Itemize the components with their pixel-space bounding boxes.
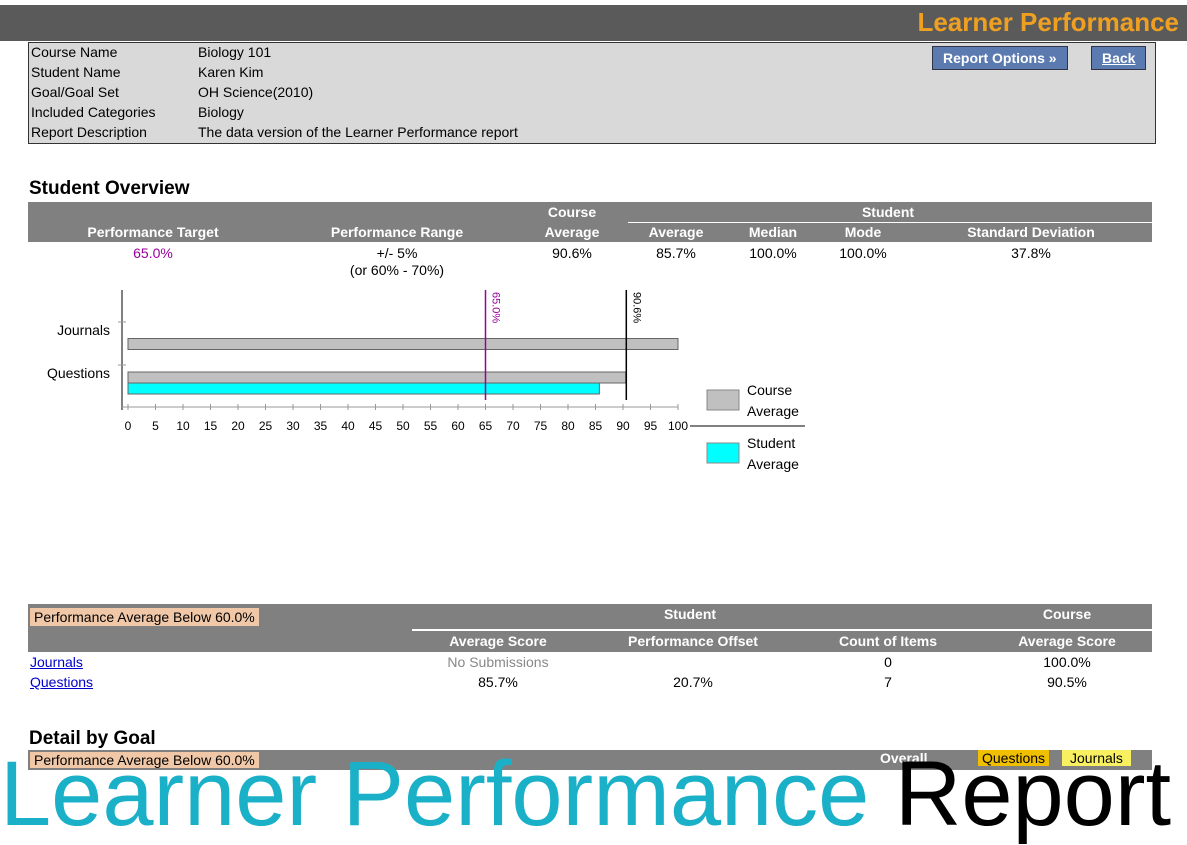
x-tick-label: 65 [479, 419, 493, 433]
x-tick-label: 75 [534, 419, 548, 433]
top-bar [0, 5, 1187, 41]
banner-colored: Learner Performance [0, 743, 870, 845]
column-header: Performance Offset [628, 633, 758, 649]
x-tick-label: 15 [204, 419, 218, 433]
section-title: Student Overview [29, 178, 190, 199]
bar [127, 371, 627, 384]
cell: 37.8% [1011, 245, 1051, 261]
group-header: Course [547, 204, 597, 220]
info-label: Student Name [31, 64, 121, 80]
cell: 90.6% [552, 245, 592, 261]
tab[interactable]: Journals [1062, 750, 1131, 766]
page-title: Learner Performance [917, 7, 1179, 37]
x-tick-label: 45 [369, 419, 383, 433]
info-value: Karen Kim [198, 64, 264, 80]
row-link[interactable]: Questions [30, 674, 94, 690]
chart: 0 5 10 15 20 25 30 35 40 45 50 55 60 65 70 75 80 85 90 95 10… [47, 290, 805, 472]
column-header: Performance Range [330, 224, 464, 240]
column-header: Average [648, 224, 704, 240]
x-tick-label: 90 [616, 419, 630, 433]
x-tick-label: 60 [451, 419, 465, 433]
column-header: Performance Target [87, 224, 219, 240]
info-value: The data version of the Learner Performa… [198, 124, 518, 140]
group-header: Course [1042, 606, 1092, 622]
column-header: Median [748, 224, 798, 240]
banner-plain: Report [894, 743, 1172, 845]
page: {"header":{"title":"Learner Performance"… [0, 5, 1187, 840]
flag: Performance Average Below 60.0% [30, 608, 259, 626]
cell: +/- 5% [376, 245, 418, 261]
x-tick-label: 100 [668, 419, 688, 433]
group-header: Student [663, 606, 717, 622]
button-label[interactable]: Report Options [943, 50, 1045, 66]
divider [628, 222, 1152, 223]
tab[interactable]: Questions [978, 750, 1050, 766]
column-header: Average Score [449, 633, 547, 649]
x-tick-label: 40 [341, 419, 355, 433]
section-title: Detail by Goal [29, 728, 156, 749]
column-header: Count of Items [839, 633, 937, 649]
x-tick-label: 55 [424, 419, 438, 433]
reference-label: 90.6% [630, 292, 642, 323]
group-header: Student [861, 204, 915, 220]
x-tick-label: 35 [314, 419, 328, 433]
cell: 85.7% [656, 245, 696, 261]
info-label: Included Categories [31, 104, 156, 120]
info-value: OH Science(2010) [198, 84, 314, 100]
x-tick-label: 0 [125, 419, 132, 433]
column-header: Average [544, 224, 600, 240]
x-tick-label: 5 [152, 419, 159, 433]
x-tick-label: 10 [176, 419, 190, 433]
x-tick-label: 85 [589, 419, 603, 433]
group-header: Overall [880, 750, 928, 766]
x-tick-label: 70 [506, 419, 520, 433]
column-header: Average Score [1018, 633, 1116, 649]
info-value: Biology [198, 104, 244, 120]
x-tick-label: 20 [231, 419, 245, 433]
x-tick-label: 80 [561, 419, 575, 433]
info-label: Goal/Goal Set [31, 84, 119, 100]
cell: 20.7% [673, 674, 713, 690]
cell: 85.7% [478, 674, 518, 690]
info-label: Course Name [31, 44, 118, 60]
cell: 90.5% [1047, 674, 1087, 690]
range-note: (or 60% - 70%) [349, 262, 445, 278]
cell: 0 [884, 654, 892, 670]
legend-swatch [706, 442, 740, 464]
legend-label: Student Average [747, 435, 799, 472]
divider [412, 629, 1152, 631]
bar [127, 338, 679, 350]
legend-swatch [706, 389, 740, 411]
table-header [28, 750, 1152, 770]
y-tick-label: Questions [47, 365, 110, 381]
cell: 100.0% [749, 245, 797, 261]
legend-label: Course Average [747, 382, 799, 419]
x-tick-label: 50 [396, 419, 410, 433]
cell: 7 [884, 674, 892, 690]
y-tick-label: Journals [57, 322, 110, 338]
flag: Performance Average Below 60.0% [30, 752, 259, 768]
column-header: Standard Deviation [967, 224, 1095, 240]
x-tick-label: 25 [259, 419, 273, 433]
back-button[interactable]: Back [1091, 46, 1147, 70]
cell: No Submissions [447, 654, 549, 670]
column-header: Mode [844, 224, 882, 240]
info-value: Biology 101 [198, 44, 272, 60]
cell: 65.0% [133, 245, 173, 261]
cell: 100.0% [1043, 654, 1091, 670]
x-tick-label: 95 [644, 419, 658, 433]
row-link[interactable]: Journals [30, 654, 83, 670]
cell: 100.0% [839, 245, 887, 261]
x-tick-label: 30 [286, 419, 300, 433]
banner: Learner Performance Report [0, 748, 1171, 840]
info-label: Report Description [31, 124, 147, 140]
reference-label: 65.0% [490, 292, 502, 323]
report-options-button[interactable]: Report Options » [932, 46, 1068, 70]
bar [127, 382, 600, 395]
